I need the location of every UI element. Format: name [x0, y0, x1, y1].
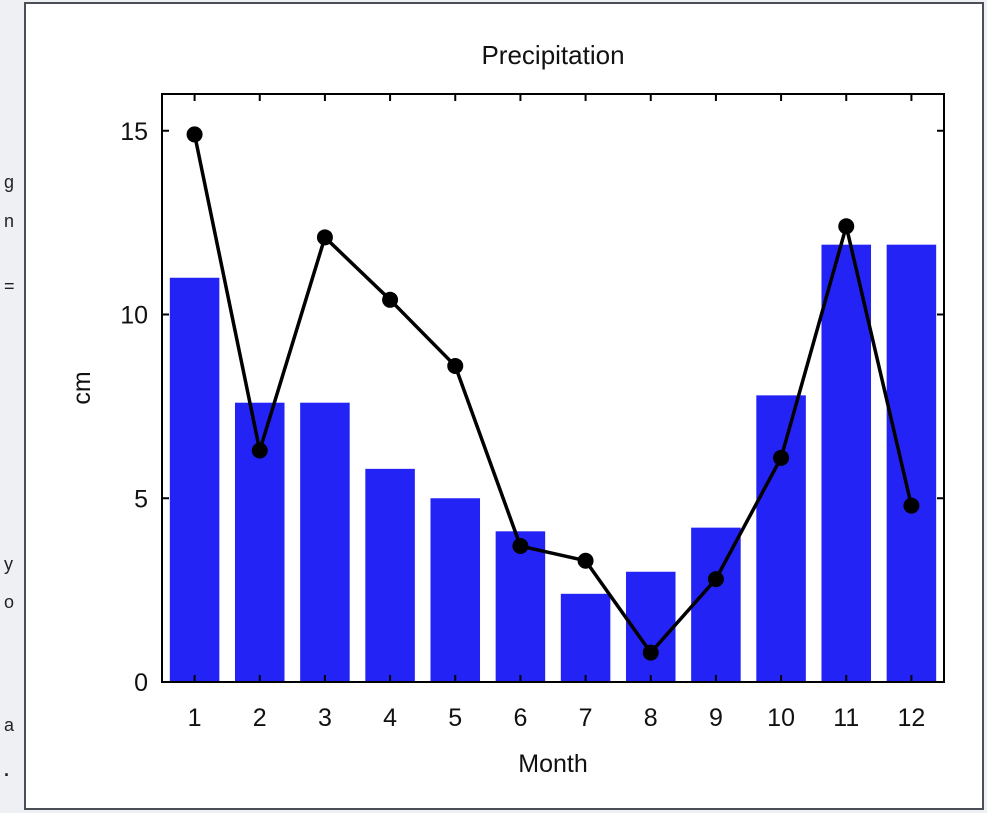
bar-7 — [560, 593, 611, 682]
line-point-9 — [707, 571, 724, 588]
x-tick-label: 8 — [644, 704, 658, 732]
bar-9 — [691, 527, 741, 682]
line-series — [186, 126, 920, 661]
x-tick-label: 5 — [448, 704, 462, 732]
y-tick-label: 15 — [120, 118, 148, 146]
text-fragment: n — [4, 211, 15, 231]
text-fragment: a — [4, 715, 15, 735]
bar-12 — [886, 244, 937, 683]
bar-1 — [169, 277, 220, 682]
line-point-4 — [382, 291, 399, 308]
text-fragment: g — [4, 172, 15, 192]
line-point-8 — [642, 644, 659, 661]
left-text-strip: g n = y o a . — [0, 0, 22, 812]
bar-5 — [430, 498, 481, 682]
line-point-12 — [903, 497, 920, 514]
y-tick-label: 10 — [120, 302, 148, 330]
y-tick-label: 5 — [134, 485, 148, 513]
plot-frame — [161, 93, 945, 683]
y-tick-label: 0 — [134, 669, 148, 697]
chart-title: Precipitation — [481, 40, 624, 70]
x-tick-label: 6 — [513, 704, 527, 732]
line-point-2 — [251, 442, 268, 459]
line-point-11 — [838, 218, 855, 235]
x-tick-label: 1 — [188, 704, 202, 732]
x-axis-label: Month — [518, 750, 587, 778]
x-tick-label: 3 — [318, 704, 332, 732]
x-tick-label: 7 — [579, 704, 593, 732]
line-point-5 — [447, 357, 464, 374]
bar-3 — [300, 402, 350, 682]
x-tick-label: 12 — [898, 704, 926, 732]
text-fragment: o — [4, 592, 15, 612]
bar-4 — [365, 468, 415, 682]
line-path — [192, 134, 914, 655]
line-point-10 — [773, 449, 790, 466]
x-tick-label: 10 — [767, 704, 795, 732]
line-point-7 — [577, 552, 594, 569]
x-tick-label: 9 — [709, 704, 723, 732]
x-tick-label: 4 — [383, 704, 397, 732]
line-point-1 — [186, 126, 203, 143]
y-axis-label: cm — [68, 371, 96, 404]
bar-6 — [495, 531, 546, 682]
bar-series — [169, 244, 937, 683]
line-point-3 — [316, 229, 333, 246]
bar-11 — [821, 244, 872, 683]
bar-10 — [756, 395, 806, 682]
x-tick-label: 11 — [833, 704, 859, 732]
text-fragment: = — [4, 276, 15, 296]
line-point-6 — [512, 538, 529, 555]
text-fragment: y — [4, 554, 13, 574]
text-fragment: . — [4, 760, 10, 780]
x-tick-label: 2 — [253, 704, 267, 732]
chart-panel: Precipitation Month cm 0 5 10 15 1 2 3 4 5 6 7 8 9 10… — [24, 2, 984, 810]
